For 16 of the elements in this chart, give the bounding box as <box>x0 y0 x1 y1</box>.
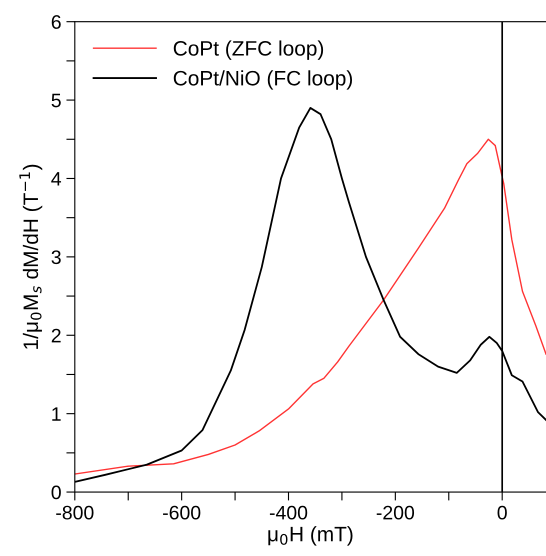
y-tick-label: 4 <box>51 172 62 186</box>
y-tick-label: 1 <box>52 407 61 421</box>
y-tick-label: 3 <box>52 250 61 264</box>
x-tick-label: -600 <box>163 506 200 520</box>
y-tick-label: 2 <box>52 328 61 342</box>
x-tick-label: -400 <box>270 506 308 520</box>
x-tick-label: -800 <box>56 506 94 520</box>
y-axis-title: 1/μ$_{0}$M$_{s}$ dM/dH (T$^{−1}$) <box>19 164 42 349</box>
x-tick-label: -200 <box>376 506 414 520</box>
y-tick-label: 5 <box>52 94 61 108</box>
legend-label: CoPt (ZFC loop) <box>174 40 324 60</box>
x-axis-title: μ$_{0}$H (mT) <box>268 526 353 546</box>
y-tick-label: 0 <box>52 486 61 500</box>
y-tick-label: 6 <box>52 15 61 29</box>
x-tick-label: 0 <box>498 506 507 520</box>
legend-label: CoPt/NiO (FC loop) <box>174 70 352 90</box>
